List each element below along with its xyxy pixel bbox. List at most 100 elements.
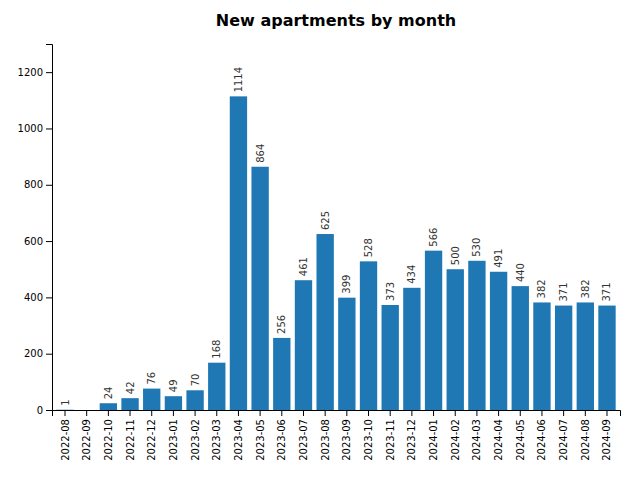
x-tick: 2023-10	[363, 410, 374, 461]
x-tick-mark	[260, 410, 261, 416]
x-tick-label: 2023-09	[341, 419, 352, 461]
x-tick-label: 2022-11	[125, 419, 136, 461]
x-tick-mark	[108, 410, 109, 416]
x-tick-mark	[368, 410, 369, 416]
x-tick-mark	[216, 410, 217, 416]
data-label: 530	[471, 238, 482, 257]
y-tick-label: 800	[24, 179, 43, 190]
x-tick-label: 2022-12	[146, 419, 157, 461]
bar	[186, 390, 203, 410]
x-tick-mark	[325, 410, 326, 416]
x-tick-mark	[498, 410, 499, 416]
y-tick-label: 1200	[18, 67, 43, 78]
x-tick-label: 2023-07	[298, 419, 309, 461]
x-tick-label: 2023-05	[255, 419, 266, 461]
x-tick: 2023-08	[320, 410, 331, 461]
x-tick-label: 2022-08	[60, 419, 71, 461]
data-label: 461	[298, 257, 309, 276]
x-tick: 2023-01	[168, 410, 179, 461]
x-tick-mark	[606, 410, 607, 416]
x-tick: 2023-12	[406, 410, 417, 461]
y-tick-label: 600	[24, 236, 43, 247]
x-tick: 2022-11	[125, 410, 136, 461]
y-tick-mark	[46, 72, 52, 73]
x-tick-label: 2024-05	[515, 419, 526, 461]
data-labels: 1244276497016811148642564616253995283734…	[60, 67, 613, 406]
x-tick: 2024-01	[428, 410, 439, 461]
data-label: 373	[385, 282, 396, 301]
x-tick: 2023-07	[298, 410, 309, 461]
title: New apartments by month	[216, 11, 456, 30]
x-tick-mark	[65, 410, 66, 416]
data-label: 76	[146, 372, 157, 385]
y-tick: 1000	[18, 123, 52, 134]
data-label: 434	[406, 265, 417, 284]
bar	[78, 410, 95, 411]
y-tick-mark	[46, 241, 52, 242]
bar	[143, 389, 160, 410]
data-label: 625	[320, 211, 331, 230]
x-tick-mark	[173, 410, 174, 416]
bar	[165, 396, 182, 410]
x-tick-mark	[195, 410, 196, 416]
bar	[230, 96, 247, 410]
x-tick-mark	[520, 410, 521, 416]
chart: 2022-082022-092022-102022-112022-122023-…	[0, 0, 640, 480]
x-tick: 2024-03	[471, 410, 482, 461]
x-tick-label: 2023-11	[385, 419, 396, 461]
data-label: 382	[536, 279, 547, 298]
x-tick-label: 2023-08	[320, 419, 331, 461]
data-label: 1	[60, 399, 71, 405]
bar	[598, 306, 615, 410]
y-tick: 0	[37, 405, 52, 416]
x-tick: 2023-09	[341, 410, 352, 461]
data-label: 42	[125, 381, 136, 394]
y-tick-mark	[46, 128, 52, 129]
x-tick: 2023-11	[385, 410, 396, 461]
bar	[490, 272, 507, 410]
bar	[512, 286, 529, 410]
x-tick: 2022-10	[103, 410, 114, 461]
x-tick-label: 2023-10	[363, 419, 374, 461]
bar	[121, 398, 138, 410]
bar	[208, 363, 225, 410]
y-tick-label: 200	[24, 348, 43, 359]
x-tick-mark	[151, 410, 152, 416]
x-tick-mark	[238, 410, 239, 416]
y-tick-mark	[46, 410, 52, 411]
x-tick: 2024-05	[515, 410, 526, 461]
x-tick-label: 2024-01	[428, 419, 439, 461]
bar	[447, 269, 464, 410]
bar	[468, 261, 485, 410]
bars	[56, 96, 615, 410]
data-label: 528	[363, 238, 374, 257]
x-tick-mark	[86, 410, 87, 416]
x-tick-mark	[476, 410, 477, 416]
data-label: 491	[493, 249, 504, 268]
x-tick-mark	[130, 410, 131, 416]
x-tick-label: 2023-04	[233, 419, 244, 461]
y-tick-mark	[46, 297, 52, 298]
data-label: 70	[190, 374, 201, 387]
x-tick-mark	[541, 410, 542, 416]
data-label: 382	[580, 279, 591, 298]
x-tick: 2024-06	[536, 410, 547, 461]
x-tick-label: 2023-02	[190, 419, 201, 461]
x-tick: 2024-04	[493, 410, 504, 461]
x-tick-mark	[281, 410, 282, 416]
x-tick-label: 2024-06	[536, 419, 547, 461]
y-tick: 1200	[18, 67, 52, 78]
x-tick: 2023-04	[233, 410, 244, 461]
x-tick-label: 2024-09	[601, 419, 612, 461]
y-tick: 800	[24, 179, 52, 190]
chart-container: 2022-082022-092022-102022-112022-122023-…	[0, 0, 640, 480]
data-label: 864	[255, 144, 266, 163]
data-label: 168	[211, 340, 222, 359]
x-tick-mark	[585, 410, 586, 416]
x-tick-label: 2023-12	[406, 419, 417, 461]
y-tick: 600	[24, 236, 52, 247]
bar	[251, 167, 268, 410]
y-tick-mark	[46, 185, 52, 186]
x-tick-label: 2024-02	[450, 419, 461, 461]
x-tick: 2024-08	[580, 410, 591, 461]
